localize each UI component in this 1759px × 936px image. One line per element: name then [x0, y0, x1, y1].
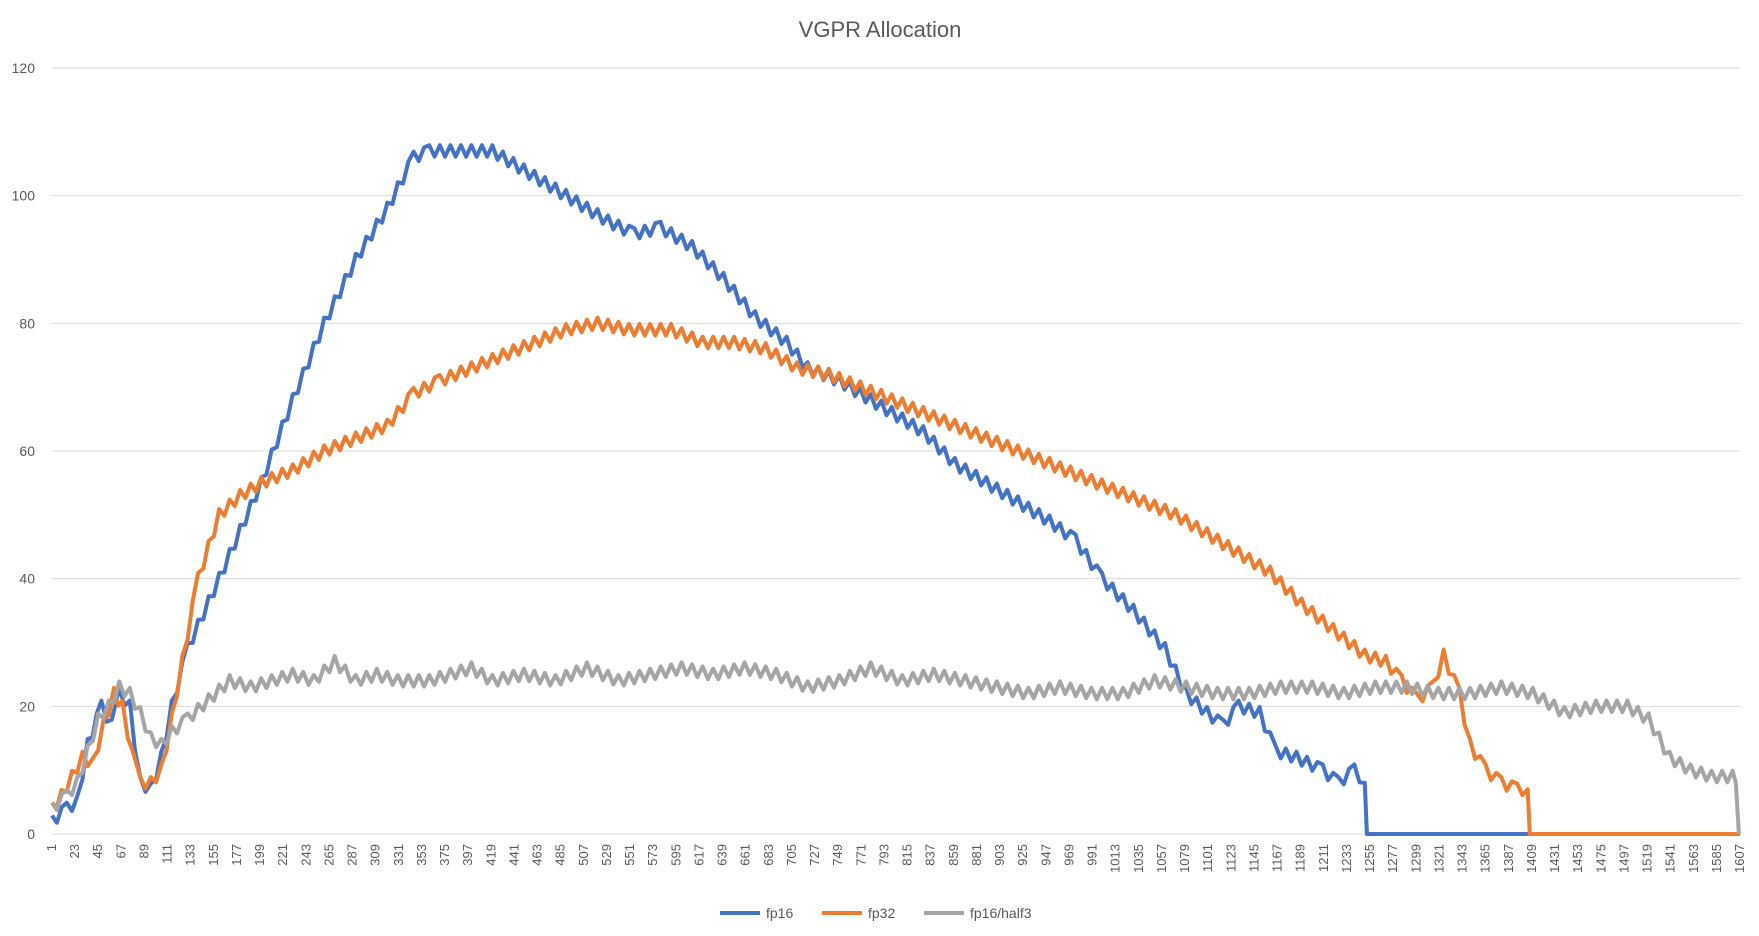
- x-tick-label: 1035: [1131, 844, 1146, 873]
- x-tick-label: 859: [946, 844, 961, 866]
- series-line-fp16: [50, 143, 1532, 836]
- x-tick-label: 45: [90, 844, 105, 858]
- x-tick-label: 287: [345, 844, 360, 866]
- x-axis-ticks: 1 23 45 67 89 111 133 155 177 199 221 243 265 287 309 3…: [44, 844, 1747, 873]
- x-tick-label: 551: [622, 844, 637, 866]
- y-tick-label: 40: [19, 571, 35, 587]
- x-tick-label: 529: [599, 844, 614, 866]
- x-tick-label: 1: [44, 844, 59, 851]
- x-tick-label: 815: [900, 844, 915, 866]
- x-tick-label: 419: [483, 844, 498, 866]
- x-tick-label: 991: [1085, 844, 1100, 866]
- y-tick-label: 20: [19, 698, 35, 714]
- x-tick-label: 1387: [1501, 844, 1516, 873]
- x-tick-label: 947: [1038, 844, 1053, 866]
- x-tick-label: 1497: [1616, 844, 1631, 873]
- x-tick-label: 1563: [1686, 844, 1701, 873]
- x-tick-label: 1101: [1200, 844, 1215, 872]
- legend-label[interactable]: fp32: [868, 905, 895, 921]
- x-tick-label: 507: [576, 844, 591, 866]
- x-tick-label: 221: [275, 844, 290, 866]
- x-tick-label: 1607: [1732, 844, 1747, 873]
- x-tick-label: 23: [67, 844, 82, 858]
- legend[interactable]: fp16 fp32 fp16/half3: [720, 905, 1032, 921]
- x-tick-label: 749: [830, 844, 845, 866]
- x-tick-label: 1079: [1177, 844, 1192, 873]
- y-tick-label: 60: [19, 443, 35, 459]
- x-tick-label: 1189: [1293, 844, 1308, 872]
- series-line-fp32: [50, 315, 1740, 836]
- x-tick-label: 793: [876, 844, 891, 866]
- x-tick-label: 1145: [1246, 844, 1261, 872]
- x-tick-label: 1211: [1316, 844, 1331, 872]
- x-tick-label: 1541: [1663, 844, 1678, 873]
- x-tick-label: 199: [252, 844, 267, 866]
- x-tick-label: 705: [784, 844, 799, 866]
- gridlines: [52, 67, 1740, 835]
- x-tick-label: 485: [553, 844, 568, 866]
- y-tick-label: 120: [12, 60, 36, 76]
- x-tick-label: 441: [506, 844, 521, 866]
- x-tick-label: 617: [691, 844, 706, 866]
- x-tick-label: 1167: [1270, 844, 1285, 872]
- legend-label[interactable]: fp16/half3: [970, 905, 1032, 921]
- x-tick-label: 1519: [1640, 844, 1655, 873]
- x-tick-label: 1453: [1570, 844, 1585, 873]
- legend-label[interactable]: fp16: [766, 905, 793, 921]
- chart-title: VGPR Allocation: [799, 17, 962, 42]
- y-tick-label: 100: [12, 188, 36, 204]
- y-tick-label: 0: [27, 826, 35, 842]
- x-tick-label: 1409: [1524, 844, 1539, 873]
- x-tick-label: 1277: [1385, 844, 1400, 873]
- x-tick-label: 463: [530, 844, 545, 866]
- x-tick-label: 771: [853, 844, 868, 866]
- x-tick-label: 67: [113, 844, 128, 858]
- x-tick-label: 1233: [1339, 844, 1354, 873]
- x-tick-label: 661: [738, 844, 753, 866]
- x-tick-label: 573: [645, 844, 660, 866]
- x-tick-label: 375: [437, 844, 452, 866]
- x-tick-label: 1013: [1108, 844, 1123, 873]
- series-lines: [50, 143, 1741, 836]
- x-tick-label: 1431: [1547, 844, 1562, 873]
- x-tick-label: 969: [1061, 844, 1076, 866]
- x-tick-label: 1321: [1431, 844, 1446, 873]
- x-tick-label: 881: [969, 844, 984, 866]
- series-line-fp16-half3: [50, 653, 1741, 835]
- x-tick-label: 111: [160, 844, 175, 864]
- x-tick-label: 353: [414, 844, 429, 866]
- x-tick-label: 265: [321, 844, 336, 866]
- x-tick-label: 1343: [1455, 844, 1470, 873]
- x-tick-label: 309: [368, 844, 383, 866]
- x-tick-label: 1123: [1223, 844, 1238, 872]
- x-tick-label: 925: [1015, 844, 1030, 866]
- x-tick-label: 177: [229, 844, 244, 866]
- y-axis-ticks: 0 20 40 60 80 100 120: [12, 60, 36, 842]
- x-tick-label: 639: [715, 844, 730, 866]
- x-tick-label: 397: [460, 844, 475, 866]
- x-tick-label: 595: [668, 844, 683, 866]
- x-tick-label: 133: [183, 844, 198, 866]
- x-tick-label: 1365: [1478, 844, 1493, 873]
- x-tick-label: 837: [923, 844, 938, 866]
- x-tick-label: 1475: [1593, 844, 1608, 873]
- x-tick-label: 1299: [1408, 844, 1423, 873]
- x-tick-label: 243: [298, 844, 313, 866]
- x-tick-label: 89: [136, 844, 151, 858]
- x-tick-label: 683: [761, 844, 776, 866]
- x-tick-label: 903: [992, 844, 1007, 866]
- x-tick-label: 1255: [1362, 844, 1377, 873]
- x-tick-label: 331: [391, 844, 406, 866]
- y-tick-label: 80: [19, 315, 35, 331]
- x-tick-label: 1585: [1709, 844, 1724, 873]
- x-tick-label: 727: [807, 844, 822, 866]
- x-tick-label: 155: [206, 844, 221, 866]
- x-tick-label: 1057: [1154, 844, 1169, 873]
